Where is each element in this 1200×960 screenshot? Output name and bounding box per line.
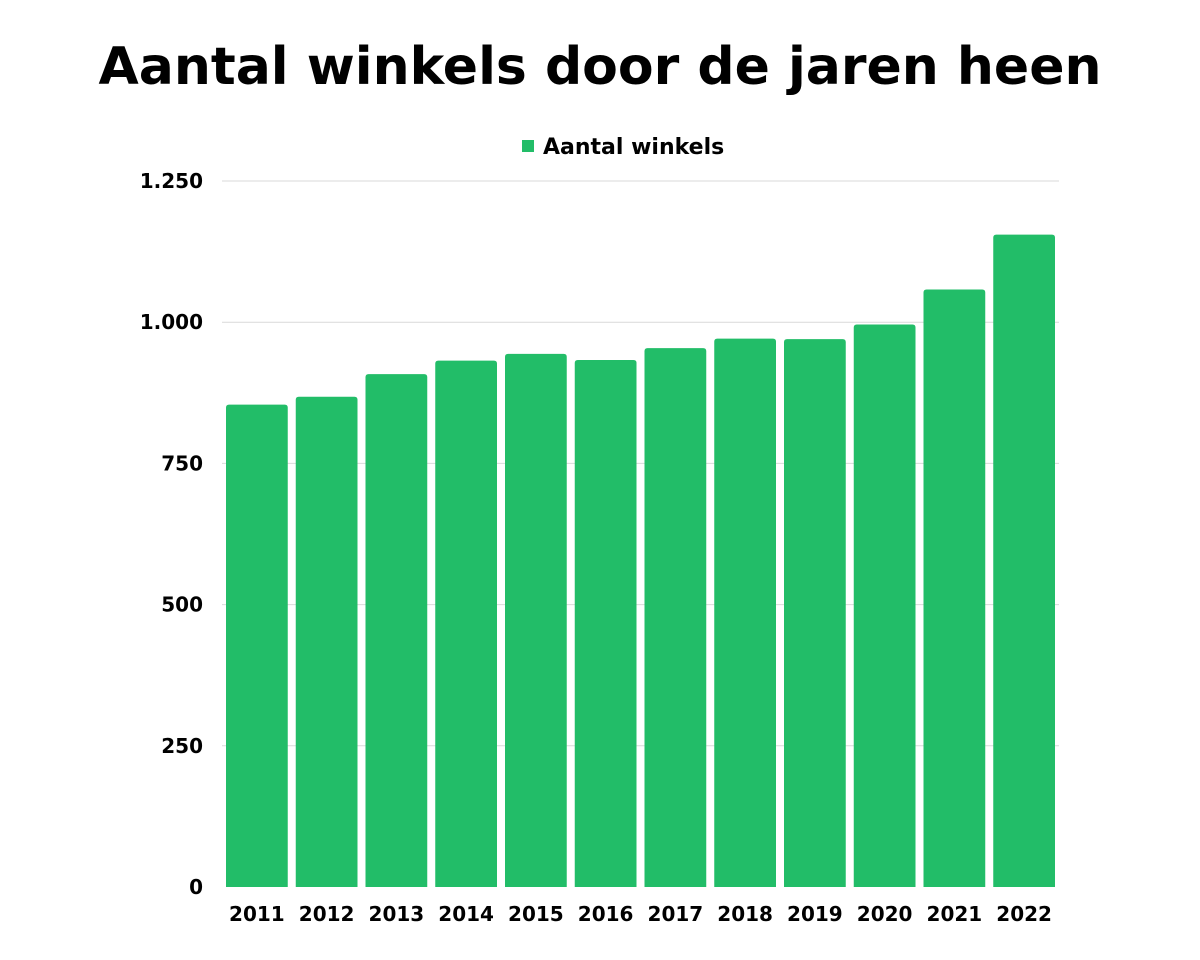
bar-2017 [644,348,707,887]
y-tick-label: 1.000 [140,310,203,334]
y-tick-label: 1.250 [140,169,203,193]
bars [226,234,1055,887]
bar-2012 [295,396,358,887]
x-tick-label: 2012 [299,902,355,926]
x-tick-label: 2014 [438,902,494,926]
gridlines [222,180,1059,747]
x-tick-label: 2020 [857,902,913,926]
x-tick-label: 2019 [787,902,843,926]
y-tick-label: 500 [161,593,203,617]
x-tick-label: 2011 [229,902,285,926]
legend: Aantal winkels [522,135,724,160]
x-tick-label: 2018 [717,902,773,926]
y-tick-label: 250 [161,734,203,758]
bar-2018 [714,338,776,887]
bar-2015 [505,353,567,887]
bar-2013 [365,374,428,887]
x-tick-label: 2017 [648,902,704,926]
x-tick-label: 2021 [927,902,983,926]
x-tick-label: 2016 [578,902,634,926]
y-axis: 0 250 500 750 1.000 1.250 [140,169,203,899]
y-tick-label: 0 [189,875,203,899]
y-tick-label: 750 [161,451,203,475]
bar-2014 [435,360,497,887]
bar-2011 [226,404,288,887]
x-axis: 2011 2012 2013 2014 2015 2016 2017 2018 2019 2020… [229,902,1052,926]
bar-2019 [784,339,846,887]
x-tick-label: 2013 [369,902,425,926]
legend-label: Aantal winkels [543,135,724,160]
bar-2022 [993,234,1055,887]
bar-2016 [574,360,637,887]
x-tick-label: 2015 [508,902,564,926]
bar-2020 [853,324,916,887]
bar-2021 [923,289,986,887]
x-tick-label: 2022 [996,902,1052,926]
legend-swatch [522,140,534,152]
chart-title: Aantal winkels door de jaren heen [99,37,1102,97]
